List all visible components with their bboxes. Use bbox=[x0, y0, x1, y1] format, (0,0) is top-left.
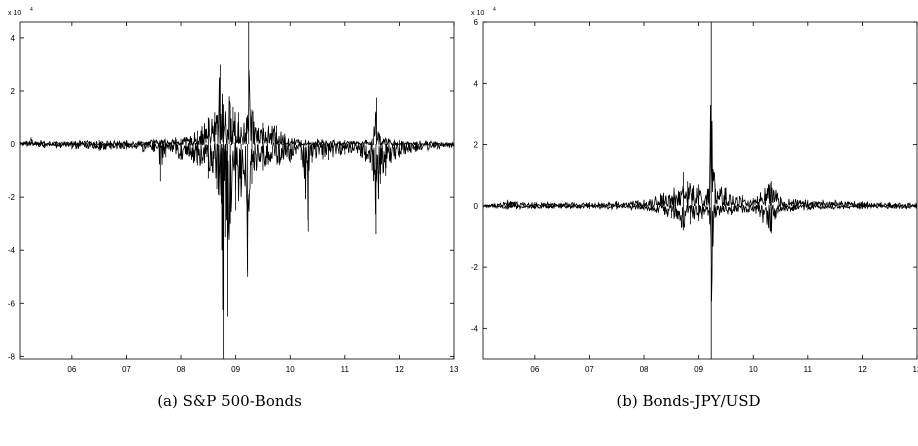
x-tick-label: 09 bbox=[231, 365, 240, 374]
y-tick-label: -4 bbox=[471, 324, 479, 333]
series-line-1 bbox=[483, 22, 917, 209]
y-tick-label: 2 bbox=[11, 87, 16, 96]
caption-a: (a) S&P 500-Bonds bbox=[157, 392, 302, 410]
x-tick-label: 12 bbox=[395, 365, 404, 374]
series-line-2 bbox=[483, 203, 917, 359]
y-multiplier-label: x 10 bbox=[8, 10, 21, 17]
y-tick-label: -6 bbox=[8, 299, 16, 308]
series-line-1 bbox=[20, 22, 454, 147]
x-tick-label: 12 bbox=[858, 365, 867, 374]
y-tick-label: -8 bbox=[8, 352, 16, 361]
y-multiplier-exponent: 4 bbox=[30, 7, 33, 13]
axes-frame bbox=[482, 21, 918, 360]
x-tick-label: 11 bbox=[804, 365, 813, 374]
chart-panel-a: 06 07 08 09 10 11 12 13 -8 -6 -4 -2 0 2 4 x 10 4 bbox=[8, 7, 459, 374]
axes-frame bbox=[19, 21, 455, 360]
x-tick-label: 10 bbox=[749, 365, 758, 374]
x-tick-label: 10 bbox=[286, 365, 295, 374]
y-tick-label: -2 bbox=[8, 193, 16, 202]
y-tick-label: 4 bbox=[474, 79, 479, 88]
x-tick-label: 07 bbox=[585, 365, 594, 374]
plot-area bbox=[483, 22, 917, 359]
y-tick-label: -2 bbox=[471, 263, 479, 272]
y-tick-label: 0 bbox=[11, 140, 16, 149]
x-tick-label: 13 bbox=[450, 365, 459, 374]
x-tick-label: 09 bbox=[694, 365, 703, 374]
caption-b: (b) Bonds-JPY/USD bbox=[616, 392, 761, 410]
x-tick-label: 08 bbox=[177, 365, 186, 374]
plot-area bbox=[20, 22, 454, 359]
chart-panel-b: 06 07 08 09 10 11 12 13 -4 -2 0 2 4 6x 10 4 bbox=[471, 7, 918, 374]
x-tick-label: 08 bbox=[640, 365, 649, 374]
series-line-2 bbox=[20, 141, 454, 359]
y-multiplier-exponent: 4 bbox=[493, 7, 496, 13]
x-tick-label: 13 bbox=[913, 365, 918, 374]
y-tick-label: 0 bbox=[474, 202, 479, 211]
y-tick-label: -4 bbox=[8, 246, 16, 255]
y-tick-label: 4 bbox=[11, 34, 16, 43]
x-tick-label: 07 bbox=[122, 365, 131, 374]
x-tick-label: 11 bbox=[341, 365, 350, 374]
x-tick-label: 06 bbox=[67, 365, 76, 374]
x-tick-label: 06 bbox=[530, 365, 539, 374]
y-tick-label: 2 bbox=[474, 141, 479, 150]
y-tick-label: 6 bbox=[474, 18, 479, 27]
y-multiplier-label: x 10 bbox=[471, 10, 484, 17]
